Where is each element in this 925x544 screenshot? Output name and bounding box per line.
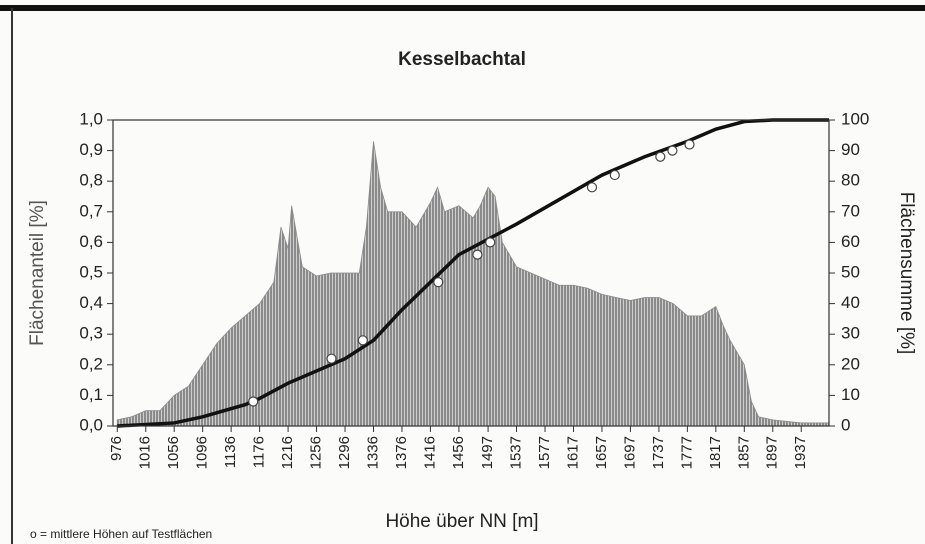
area [116, 141, 830, 427]
y-tick-label: 0,4 [79, 293, 103, 312]
x-tick-label: 1577 [536, 436, 553, 469]
x-tick-label: 1657 [593, 436, 610, 469]
y2-tick-label: 70 [841, 201, 860, 220]
y2-tick-label: 0 [841, 415, 850, 434]
x-tick-label: 1256 [308, 436, 325, 469]
y2-tick-label: 100 [841, 109, 869, 128]
y-tick-label: 0,9 [79, 140, 103, 159]
x-tick-label: 1296 [336, 436, 353, 469]
y-tick-label: 0,3 [79, 324, 103, 343]
x-tick-label: 1336 [364, 436, 381, 469]
x-tick-label: 1937 [792, 436, 809, 469]
y2-axis-label: Flächensumme [%] [896, 192, 917, 355]
y2-tick-label: 90 [841, 140, 860, 159]
point [609, 169, 620, 181]
y-tick-label: 0,7 [79, 201, 103, 220]
point [586, 182, 598, 193]
x-tick-label: 1096 [194, 436, 211, 469]
y2-tick-label: 10 [841, 385, 860, 404]
chart-title: Kesselbachtal [398, 49, 526, 70]
x-tick-label: 1416 [421, 436, 438, 469]
x-tick-label: 1497 [479, 436, 496, 469]
y-axis-label: Flächenanteil [%] [27, 200, 48, 346]
x-tick-label: 1777 [678, 436, 695, 469]
x-tick-label: 976 [108, 436, 125, 461]
x-axis-label: Höhe über NN [m] [385, 511, 538, 532]
point [684, 139, 695, 150]
y-tick-label: 1,0 [79, 109, 103, 128]
x-tick-label: 1897 [764, 436, 781, 469]
x-tick-label: 1456 [450, 436, 467, 469]
point [433, 277, 444, 288]
y2-tick-label: 40 [841, 293, 860, 312]
plot-area: 0,0 0,1 0,2 0,3 0,4 0,5 0,6 0,7 0,8 0,9 1,0 0 10 20 30… [79, 109, 869, 469]
y-tick-label: 0,5 [79, 262, 103, 281]
y-tick-label: 0,6 [79, 232, 103, 251]
y-tick-label: 0,0 [79, 415, 103, 434]
x-tick-label: 1537 [508, 436, 525, 469]
point [667, 145, 678, 156]
x-tick-label: 1216 [279, 436, 296, 469]
y2-tick-label: 50 [841, 262, 860, 281]
x-tick-label: 1817 [707, 436, 724, 469]
point [472, 249, 483, 260]
x-tick-label: 1016 [137, 436, 154, 469]
y2-tick-label: 30 [841, 324, 860, 343]
point [248, 396, 259, 407]
x-tick-label: 1136 [222, 436, 239, 468]
x-tick-label: 1176 [251, 436, 268, 468]
y2-tick-label: 80 [841, 171, 860, 190]
x-tick-label: 1857 [735, 436, 752, 469]
x-tick-label: 1056 [165, 436, 182, 469]
x-tick-label: 1697 [621, 436, 638, 469]
x-tick-label: 1376 [393, 436, 410, 469]
point [655, 151, 666, 162]
y-tick-label: 0,2 [79, 354, 103, 373]
y2-tick-label: 20 [841, 354, 860, 373]
line [117, 118, 829, 428]
note: o = mittlere Höhen auf Testflächen [30, 527, 212, 541]
y2-tick-label: 60 [841, 232, 860, 251]
y-tick-label: 0,1 [79, 385, 103, 404]
x-tick-label: 1737 [650, 436, 667, 469]
point [357, 335, 368, 346]
point [326, 353, 337, 364]
x-tick-label: 1617 [564, 436, 581, 469]
y-tick-label: 0,8 [79, 171, 103, 190]
point [485, 237, 496, 248]
